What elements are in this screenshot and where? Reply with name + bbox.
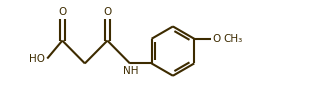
Text: HO: HO — [29, 54, 45, 64]
Text: NH: NH — [123, 66, 138, 76]
Text: O: O — [103, 7, 112, 17]
Text: O: O — [212, 34, 220, 44]
Text: CH₃: CH₃ — [223, 34, 243, 44]
Text: O: O — [58, 7, 66, 17]
